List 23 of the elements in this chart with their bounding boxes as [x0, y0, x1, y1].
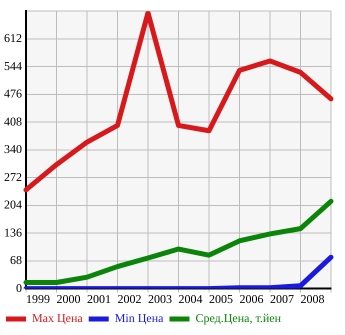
x-tick-label: 2001: [87, 292, 111, 306]
x-tick-label: 2000: [56, 292, 80, 306]
x-tick-label: 2005: [209, 292, 233, 306]
x-tick-label: 2003: [148, 292, 172, 306]
x-tick-label: 2002: [118, 292, 142, 306]
y-tick-label: 544: [4, 58, 22, 73]
y-tick-label: 612: [4, 31, 22, 46]
x-tick-label: 2004: [178, 292, 202, 306]
y-tick-label: 204: [4, 198, 22, 212]
y-tick-label: 0: [16, 280, 22, 295]
legend-label: Max Цена: [32, 311, 84, 326]
y-tick-label: 340: [4, 142, 22, 156]
y-tick-label: 136: [4, 225, 22, 240]
y-tick-label: 476: [4, 86, 22, 101]
y-tick-label: 272: [4, 170, 22, 184]
y-tick-label: 68: [10, 253, 22, 268]
x-tick-label: 1999: [26, 292, 50, 306]
legend-label: Сред.Цена, т.йен: [195, 311, 282, 326]
x-tick-label: 2008: [300, 292, 324, 306]
x-tick-label: 2006: [240, 292, 264, 306]
legend-label: Min Цена: [114, 311, 164, 326]
x-tick-label: 2007: [270, 292, 294, 306]
y-tick-label: 408: [4, 114, 22, 128]
